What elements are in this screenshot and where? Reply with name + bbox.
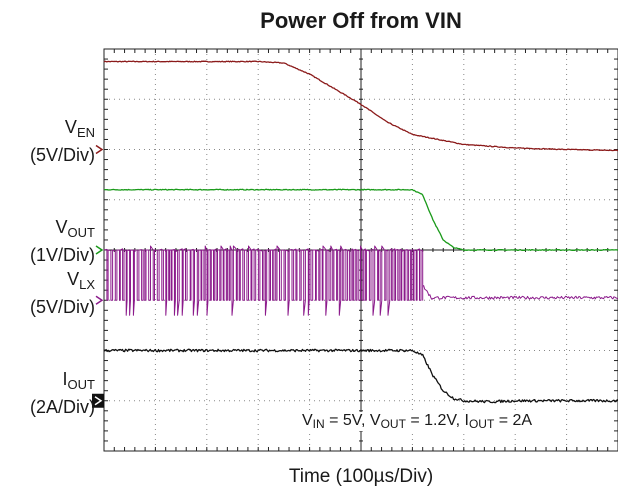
vout-label: VOUT (1V/Div) [29, 217, 95, 265]
ven-trace [103, 60, 618, 152]
ven-label: VEN (5V/Div) [29, 117, 95, 165]
chart-title: Power Off from VIN [260, 8, 462, 33]
iout-ground-marker-arrow [94, 396, 103, 406]
conditions-annotation: VIN = 5V, VOUT = 1.2V, IOUT = 2A [300, 412, 535, 431]
vlx-trace [103, 245, 618, 316]
x-axis-label: Time (100µs/Div) [288, 466, 434, 487]
channel-markers [92, 144, 104, 408]
vout-trace [104, 188, 618, 252]
ven-ground-marker [95, 144, 104, 155]
vout-ground-marker [95, 245, 104, 255]
vlx-ground-marker [95, 295, 104, 305]
vlx-label: VLX (5V/Div) [29, 269, 95, 317]
traces [103, 60, 618, 404]
iout-trace [103, 348, 618, 404]
iout-label: IOUT (2A/Div) [29, 369, 95, 417]
